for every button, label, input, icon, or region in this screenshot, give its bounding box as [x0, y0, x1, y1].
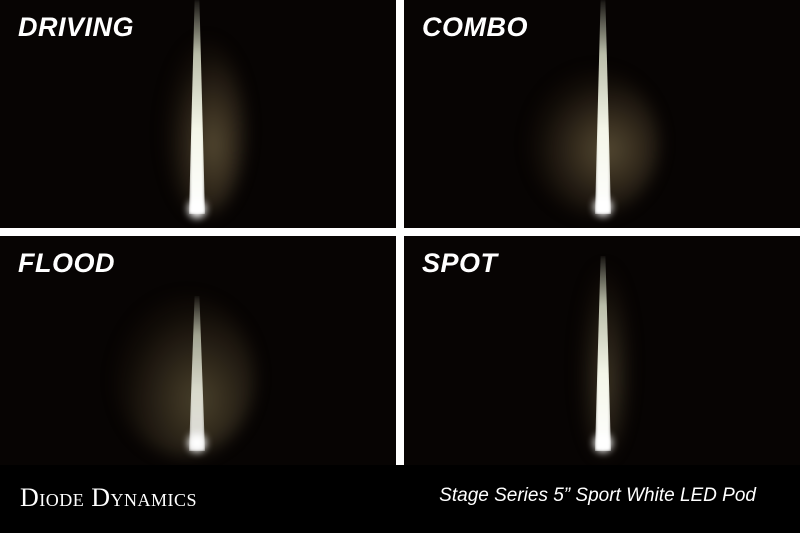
driving-panel: DRIVING — [0, 0, 396, 228]
beam-spread — [529, 70, 659, 215]
combo-panel: COMBO — [404, 0, 800, 228]
beam-spread — [115, 296, 255, 456]
light-source — [188, 200, 206, 218]
product-name: Stage Series 5” Sport White LED Pod — [439, 485, 756, 506]
brand-logo: Diode Dynamics — [20, 483, 198, 512]
flood-panel: FLOOD — [0, 236, 396, 465]
light-source — [594, 434, 612, 452]
panel-label: FLOOD — [18, 248, 115, 278]
beam-spread — [165, 40, 245, 215]
light-source — [188, 434, 206, 452]
footer: Diode Dynamics Stage Series 5” Sport Whi… — [0, 465, 800, 533]
panel-label: SPOT — [422, 248, 498, 278]
panel-label: DRIVING — [18, 12, 135, 42]
light-source — [594, 198, 612, 216]
panel-label: COMBO — [422, 12, 528, 42]
spot-panel: SPOT — [404, 236, 800, 465]
